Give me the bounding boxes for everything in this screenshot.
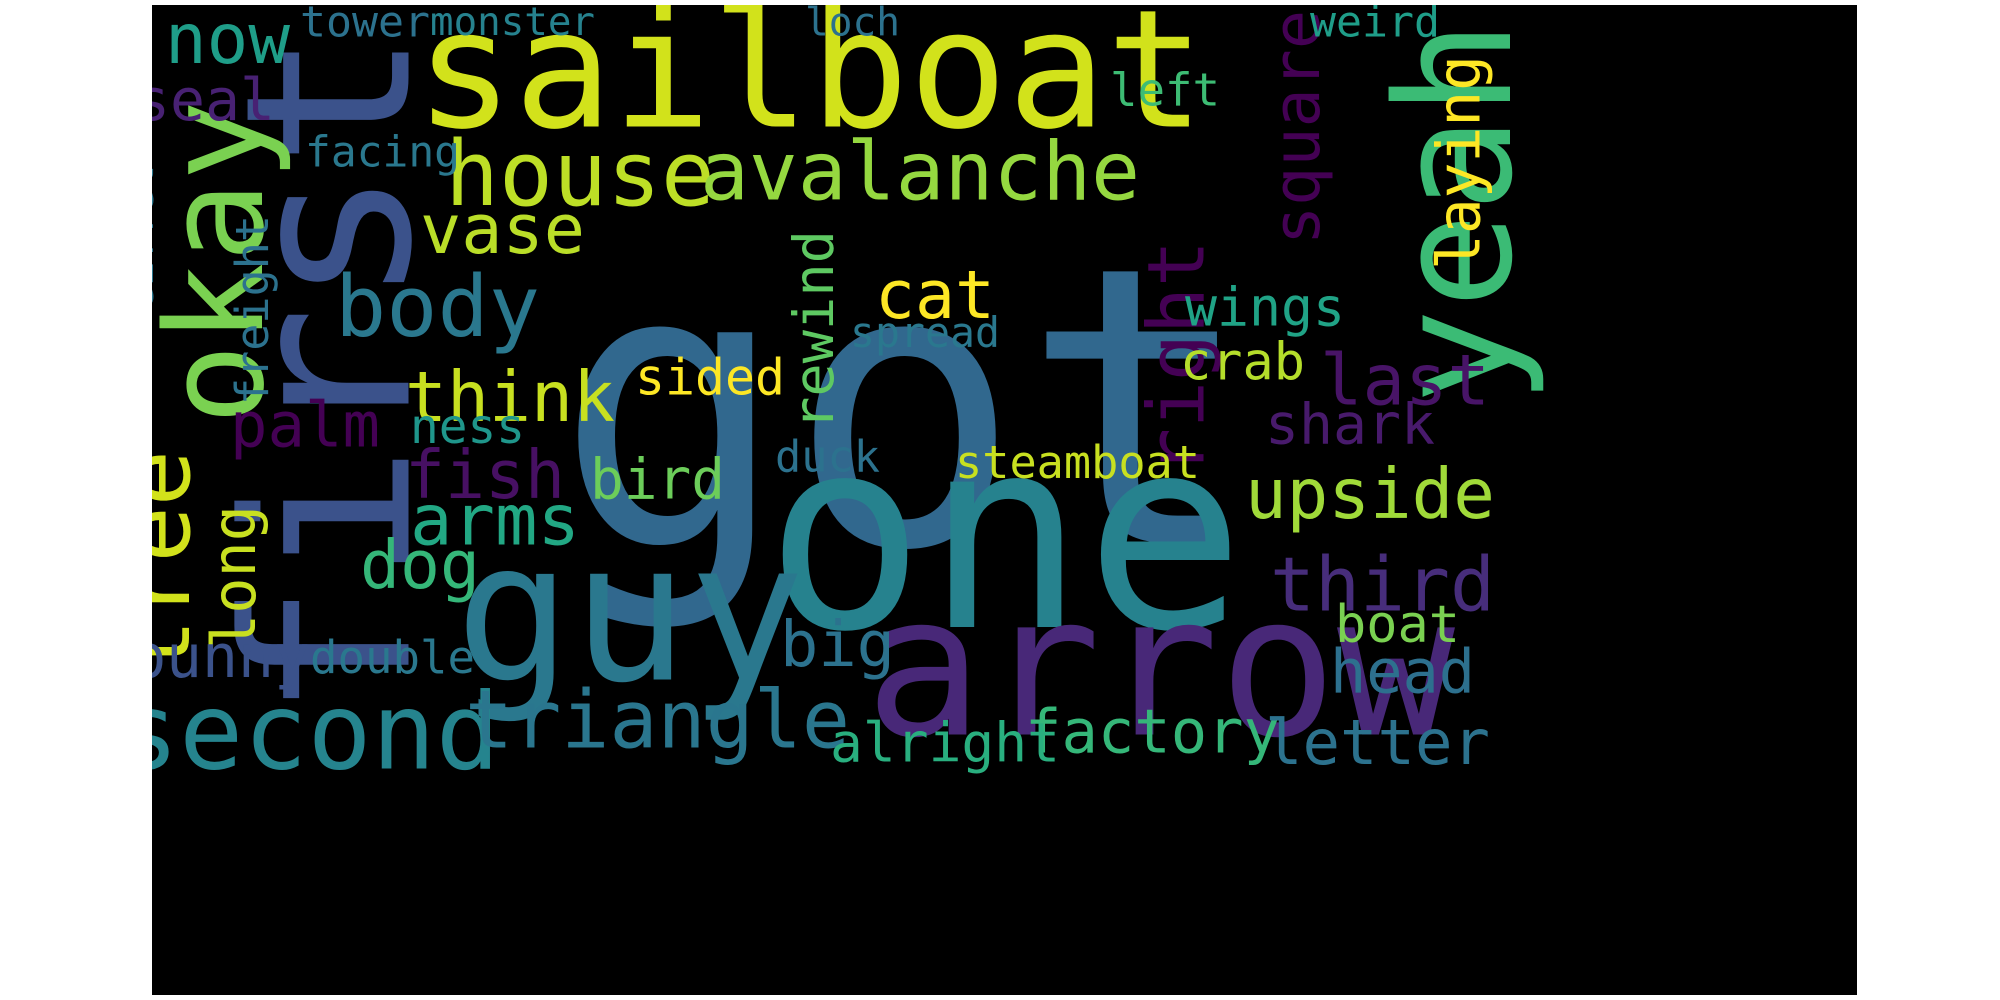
word-crab: crab: [1180, 333, 1305, 393]
word-rewind: rewind: [783, 230, 847, 430]
word-steamboat: steamboat: [955, 436, 1200, 489]
word-seal: seal: [152, 66, 275, 134]
word-palm: palm: [230, 389, 380, 462]
word-weird: weird: [1310, 5, 1440, 48]
word-arms: arms: [410, 479, 580, 562]
word-upside: upside: [1245, 455, 1495, 535]
word-spread: spread: [850, 308, 1000, 357]
word-tree: tree: [152, 450, 212, 675]
word-body: body: [335, 258, 540, 357]
word-avalanche: avalanche: [700, 126, 1140, 220]
word-double: double: [310, 631, 475, 684]
word-freight: freight: [226, 215, 279, 405]
word-guy: guy: [455, 500, 805, 726]
word-one: one: [765, 380, 1245, 690]
word-head: head: [1330, 638, 1475, 708]
word-cloud: got first sailboat one okay yeah guy arrow secon…: [152, 5, 1857, 995]
word-last: last: [1320, 339, 1490, 422]
word-third: third: [1270, 542, 1495, 629]
word-eiffel: eiffel: [152, 165, 163, 310]
word-factory: factory: [1025, 698, 1280, 768]
word-sided: sided: [635, 349, 785, 407]
word-duck: duck: [775, 433, 880, 483]
word-house: house: [445, 123, 715, 227]
word-square: square: [1260, 10, 1335, 245]
word-facing: facing: [305, 128, 460, 178]
word-tower: tower: [300, 5, 430, 48]
word-shark: shark: [1265, 393, 1435, 458]
word-loch: loch: [805, 5, 900, 46]
word-bunny: bunny: [152, 623, 310, 692]
word-now: now: [165, 5, 290, 80]
word-arrow: arrow: [865, 554, 1455, 782]
word-triangle: triangle: [465, 674, 850, 767]
word-ness: ness: [410, 400, 525, 455]
word-letter: letter: [1265, 706, 1490, 779]
word-alright: alright: [830, 711, 1060, 775]
word-laying: laying: [1426, 55, 1495, 270]
word-long: long: [200, 505, 270, 650]
word-left: left: [1110, 64, 1220, 117]
word-cat: cat: [875, 256, 995, 334]
word-okay: okay: [152, 100, 294, 425]
word-monster: monster: [430, 5, 595, 45]
word-yeah: yeah: [1362, 20, 1548, 405]
word-dog: dog: [360, 526, 480, 604]
word-sailboat: sailboat: [415, 5, 1205, 166]
word-boat: boat: [1335, 595, 1460, 655]
word-got: got: [555, 185, 1255, 636]
word-vase: vase: [420, 190, 585, 270]
word-big: big: [780, 608, 895, 682]
word-fish: fish: [405, 436, 565, 514]
word-think: think: [405, 357, 615, 438]
word-bird: bird: [590, 448, 725, 513]
word-right: right: [1133, 240, 1223, 475]
word-wings: wings: [1185, 277, 1345, 339]
word-first: first: [197, 30, 464, 720]
word-second: second: [152, 671, 500, 795]
